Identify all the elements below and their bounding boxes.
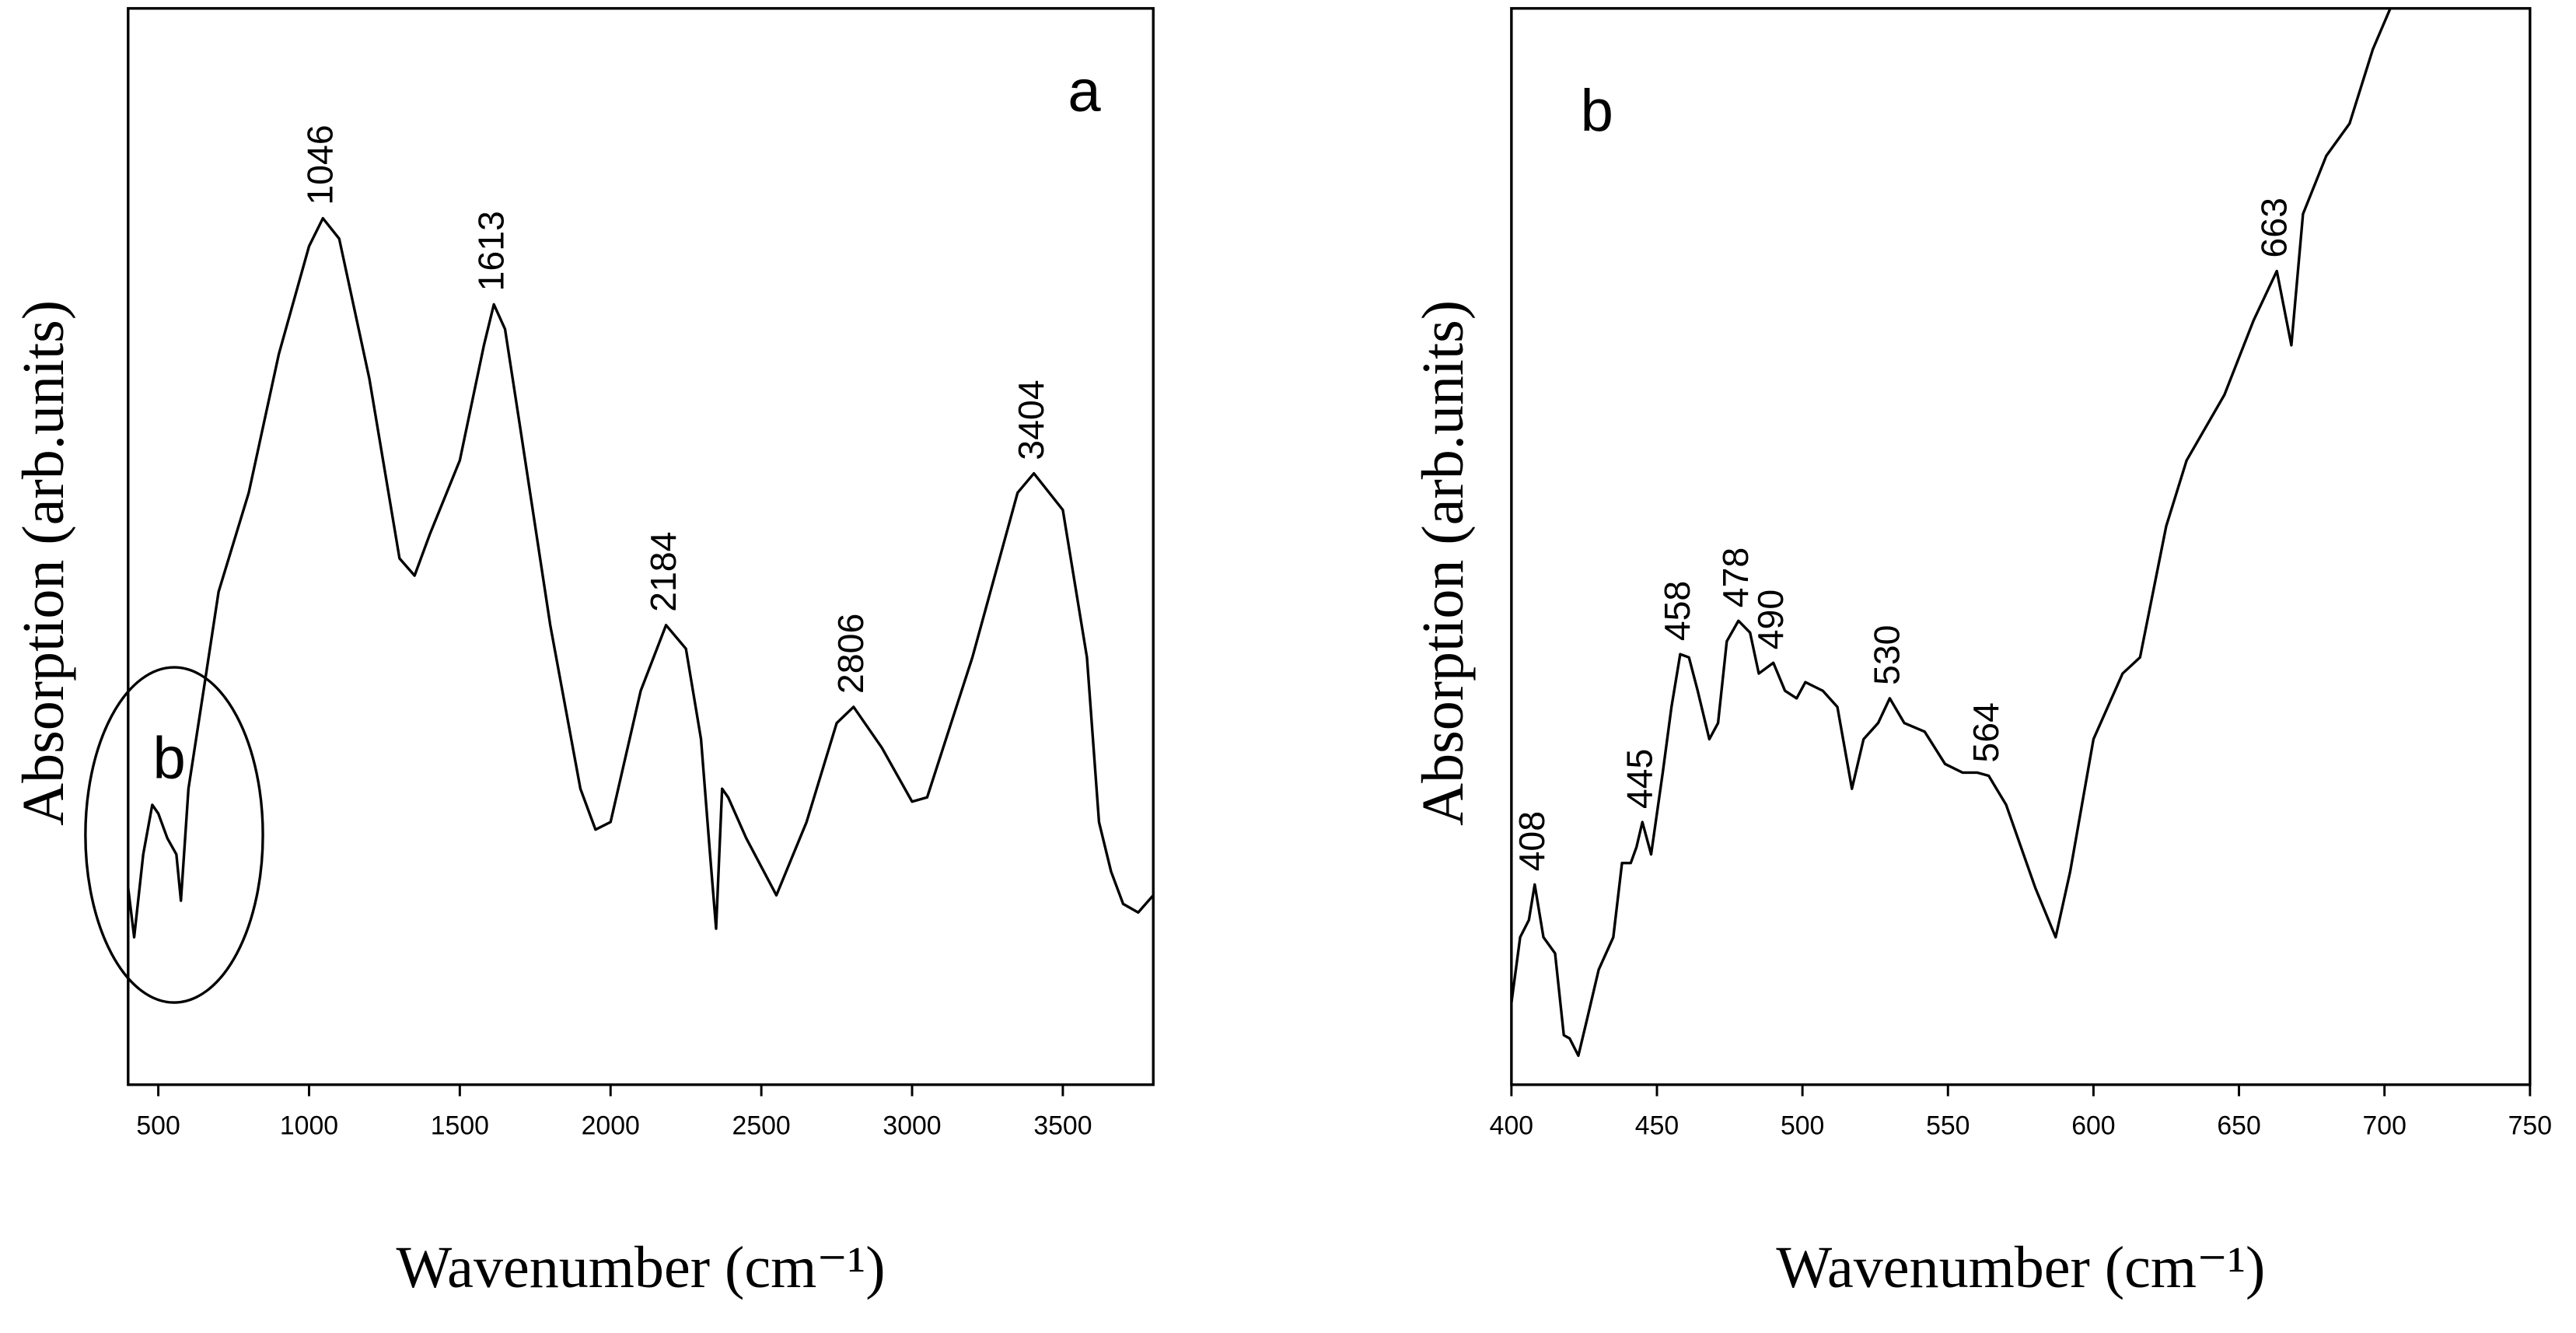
- x-tick-label: 700: [2363, 1111, 2406, 1141]
- spectrum-line: [1511, 8, 2392, 1058]
- y-axis-title: Absorption (arb.units): [11, 300, 76, 826]
- x-tick-label: 500: [136, 1111, 180, 1141]
- x-tick-label: 2500: [732, 1111, 791, 1141]
- x-tick-label: 3500: [1033, 1111, 1092, 1141]
- x-tick-label: 2000: [582, 1111, 640, 1141]
- x-tick-label: 600: [2071, 1111, 2115, 1141]
- x-tick-label: 450: [1635, 1111, 1679, 1141]
- plot-frame: [127, 7, 1155, 1086]
- panel-label: b: [1581, 78, 1613, 144]
- spectrum-line: [128, 216, 1154, 939]
- x-tick-label: 650: [2217, 1111, 2260, 1141]
- x-tick-label: 3000: [883, 1111, 941, 1141]
- plot-frame: [1510, 7, 2532, 1086]
- peak-label: 530: [1867, 625, 1907, 685]
- x-tick-label: 400: [1490, 1111, 1533, 1141]
- peak-label: 1046: [300, 124, 341, 205]
- peak-label: 2806: [830, 614, 871, 694]
- peak-label: 564: [1966, 702, 2006, 763]
- inset-circle: [84, 666, 264, 1004]
- peak-label: 2184: [643, 532, 683, 612]
- inset-label: b: [152, 726, 185, 792]
- peak-label: 490: [1750, 590, 1791, 650]
- x-axis-title: Wavenumber (cm⁻¹): [397, 1235, 886, 1300]
- panel-label: a: [1068, 58, 1101, 124]
- x-tick-label: 500: [1781, 1111, 1824, 1141]
- peak-label: 3404: [1011, 380, 1051, 460]
- peak-label: 478: [1715, 548, 1756, 608]
- x-tick-label: 1500: [431, 1111, 489, 1141]
- peak-label: 445: [1620, 749, 1660, 810]
- x-tick-label: 1000: [280, 1111, 338, 1141]
- x-tick-label: 550: [1926, 1111, 1970, 1141]
- x-tick-label: 750: [2508, 1111, 2552, 1141]
- x-axis-title: Wavenumber (cm⁻¹): [1776, 1235, 2265, 1300]
- y-axis-title: Absorption (arb.units): [1410, 300, 1476, 826]
- peak-label: 663: [2253, 198, 2294, 258]
- peak-label: 1613: [470, 211, 511, 291]
- peak-label: 408: [1512, 811, 1552, 872]
- peak-label: 458: [1657, 581, 1697, 642]
